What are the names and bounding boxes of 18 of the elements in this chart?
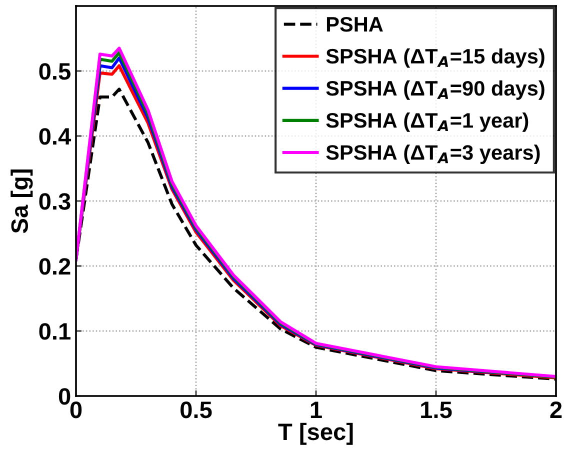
legend-label: SPSHA (ΔT$_{A}$=15 days) [326,48,544,68]
y-tick-label: 0 [58,388,70,405]
x-tick-label: 2 [550,401,562,418]
x-tick-label: 1.5 [421,402,452,418]
y-tick-label: 0.2 [39,258,70,275]
legend-label: SPSHA (ΔT$_{A}$=3 years) [326,144,540,164]
y-tick-label: 0.3 [39,193,70,210]
x-axis-title: T [sec] [278,422,353,445]
y-tick-label: 0.5 [39,63,70,80]
y-axis-title: Sa [g] [10,170,33,234]
y-tick-label: 0.1 [39,323,70,340]
legend-label: PSHA [326,16,383,32]
x-tick-label: 1 [310,402,322,418]
legend-label: SPSHA (ΔT$_{A}$=90 days) [326,80,544,100]
y-tick-label: 0.4 [39,128,72,145]
x-tick-label: 0.5 [180,401,212,418]
legend-label: SPSHA (ΔT$_{A}$=1 year) [326,112,528,132]
x-tick-label: 0 [70,401,82,418]
